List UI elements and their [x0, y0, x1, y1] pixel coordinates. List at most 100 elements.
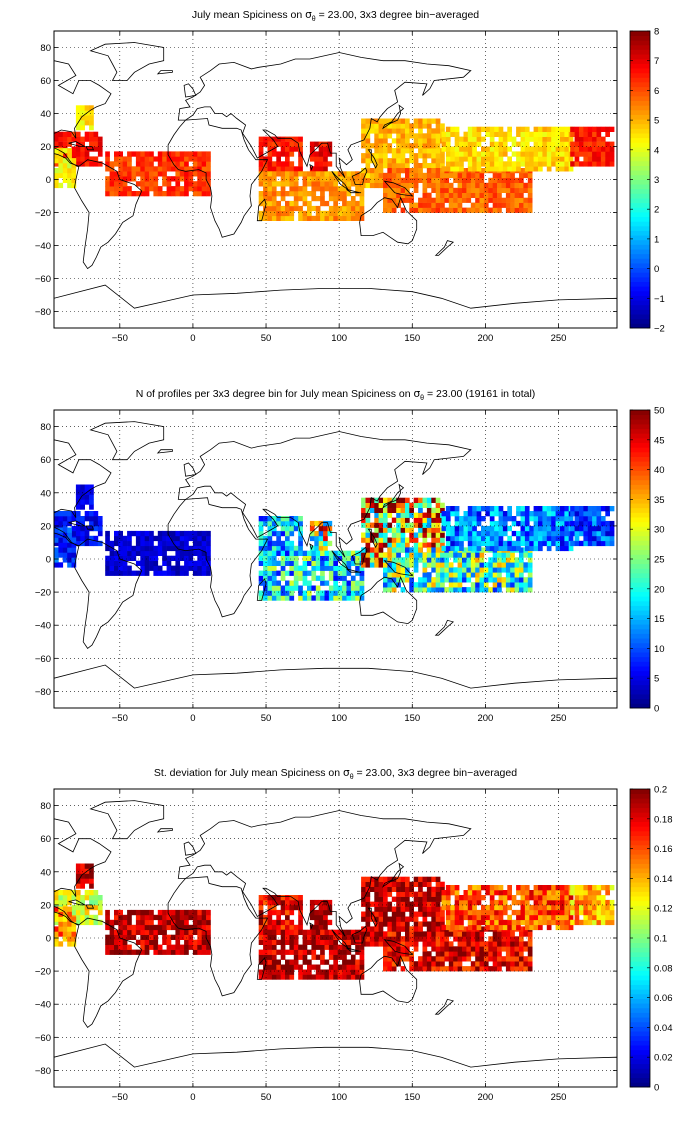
- data-cell: [346, 949, 352, 955]
- data-cell: [409, 537, 414, 543]
- data-cell: [396, 911, 401, 917]
- data-cell: [457, 557, 463, 563]
- colorbar-segment: [630, 863, 650, 869]
- data-cell: [440, 172, 445, 179]
- data-cell: [387, 192, 393, 198]
- data-cell: [369, 926, 375, 932]
- data-cell: [450, 914, 455, 921]
- data-cell: [62, 537, 68, 543]
- data-cell: [140, 540, 145, 547]
- data-cell: [523, 207, 529, 213]
- data-cell: [328, 196, 334, 202]
- data-cell: [510, 552, 515, 558]
- data-cell: [293, 166, 299, 172]
- x-tick-label: 100: [331, 1092, 347, 1103]
- data-cell: [289, 525, 295, 532]
- data-cell: [315, 550, 321, 556]
- data-cell: [314, 545, 319, 552]
- data-cell: [387, 187, 393, 193]
- data-cell: [197, 944, 202, 950]
- data-cell: [184, 176, 189, 182]
- data-cell: [144, 186, 150, 192]
- data-cell: [323, 904, 328, 911]
- x-tick-label: −50: [112, 1092, 128, 1103]
- coastline: [74, 917, 143, 1028]
- data-cell: [337, 949, 343, 955]
- data-cell: [422, 202, 428, 208]
- data-cell: [293, 964, 299, 970]
- data-cell: [206, 924, 211, 931]
- data-cell: [75, 511, 81, 517]
- data-cell: [188, 944, 194, 950]
- data-cell: [413, 881, 419, 887]
- data-cell: [361, 128, 366, 134]
- data-cell: [467, 885, 473, 891]
- data-cell: [435, 158, 441, 164]
- data-cell: [140, 934, 145, 940]
- data-cell: [472, 545, 477, 552]
- data-cell: [409, 926, 414, 932]
- data-cell: [551, 904, 556, 911]
- data-cell: [184, 151, 189, 157]
- data-cell: [533, 899, 539, 906]
- data-cell: [546, 535, 552, 542]
- data-cell: [157, 161, 163, 167]
- colorbar-segment: [630, 503, 650, 509]
- data-cell: [485, 914, 491, 921]
- data-cell: [166, 924, 172, 931]
- data-cell: [276, 929, 281, 935]
- data-cell: [441, 904, 447, 911]
- y-tick-label: −40: [35, 621, 51, 632]
- data-cell: [527, 552, 533, 558]
- data-cell: [293, 934, 299, 940]
- data-cell: [494, 890, 499, 896]
- data-cell: [327, 141, 333, 147]
- data-cell: [387, 502, 393, 508]
- data-cell: [444, 197, 450, 203]
- data-cell: [422, 956, 428, 962]
- data-cell: [391, 557, 397, 563]
- data-cell: [201, 909, 207, 916]
- data-cell: [179, 530, 185, 537]
- data-cell: [523, 562, 529, 568]
- data-cell: [466, 207, 472, 213]
- data-cell: [114, 939, 119, 945]
- data-cell: [114, 919, 119, 926]
- data-cell: [453, 582, 458, 588]
- data-cell: [285, 895, 290, 901]
- data-cell: [271, 560, 277, 566]
- data-cell: [498, 914, 504, 921]
- data-cell: [58, 547, 64, 553]
- data-cell: [153, 535, 159, 542]
- data-cell: [400, 876, 406, 882]
- data-cell: [188, 550, 194, 556]
- data-cell: [450, 161, 455, 167]
- data-cell: [365, 177, 371, 183]
- data-cell: [276, 550, 281, 556]
- data-cell: [114, 909, 119, 916]
- x-tick-label: 0: [190, 333, 195, 344]
- data-cell: [551, 885, 556, 891]
- data-cell: [387, 926, 393, 932]
- data-cell: [476, 924, 482, 931]
- data-cell: [263, 949, 268, 955]
- data-cell: [555, 885, 561, 891]
- data-cell: [131, 166, 137, 172]
- data-cell: [387, 956, 393, 962]
- data-cell: [131, 555, 137, 561]
- data-cell: [289, 161, 295, 167]
- data-cell: [560, 161, 565, 167]
- data-cell: [466, 941, 472, 947]
- data-cell: [302, 939, 308, 945]
- data-cell: [422, 153, 428, 159]
- data-cell: [166, 914, 172, 921]
- data-cell: [144, 929, 150, 935]
- data-cell: [519, 582, 524, 588]
- colorbar-segment: [630, 826, 650, 832]
- data-cell: [453, 567, 458, 573]
- data-cell: [289, 530, 295, 537]
- data-cell: [467, 924, 473, 931]
- data-cell: [105, 924, 110, 931]
- data-cell: [514, 567, 520, 573]
- data-cell: [162, 171, 167, 177]
